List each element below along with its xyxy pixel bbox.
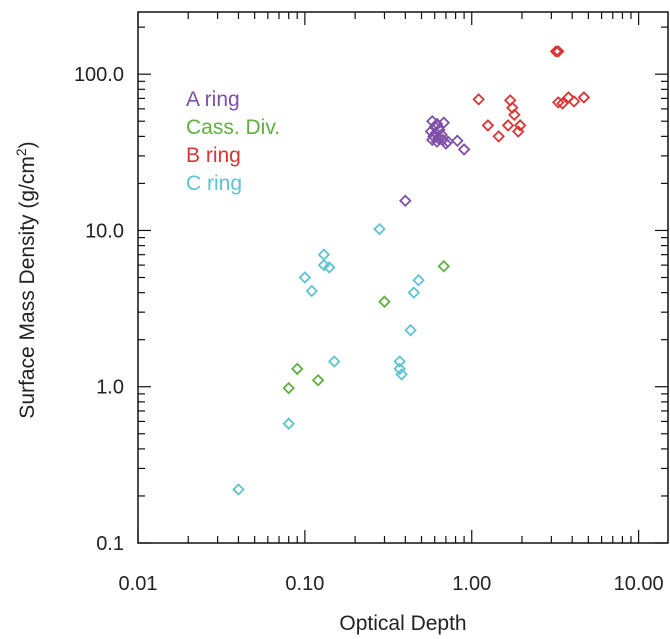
- data-point: [282, 417, 295, 430]
- legend-entry: C ring: [186, 172, 242, 195]
- data-point: [407, 286, 421, 299]
- series-c-ring: [232, 222, 425, 496]
- data-point: [577, 91, 591, 104]
- data-point: [317, 248, 331, 261]
- y-tick-label: 100.0: [74, 64, 124, 86]
- data-point: [457, 143, 471, 156]
- data-point: [492, 130, 505, 143]
- series-b-ring: [472, 45, 591, 143]
- data-point: [451, 134, 464, 148]
- data-points: [232, 45, 591, 496]
- data-point: [437, 116, 451, 129]
- axis-tick-labels: 0.01 0.10 1.00 10.00 0.1 1.0 10.0 100.0: [74, 64, 664, 595]
- data-point: [430, 135, 444, 148]
- data-point: [501, 119, 515, 132]
- data-point: [562, 91, 575, 104]
- data-point: [556, 97, 569, 110]
- series-cass-div: [282, 259, 451, 395]
- data-point: [481, 119, 495, 132]
- y-tick-label: 1.0: [96, 377, 124, 399]
- data-point: [404, 323, 417, 337]
- data-point: [567, 95, 581, 108]
- data-point: [551, 96, 565, 109]
- data-point: [393, 355, 406, 368]
- y-tick-label: 10.0: [85, 220, 124, 242]
- legend: A ring Cass. Div. B ring C ring: [186, 88, 280, 195]
- y-axis-title-suffix: ): [16, 141, 39, 148]
- x-tick-label: 0.01: [119, 573, 158, 595]
- y-axis-title-superscript: 2: [13, 148, 29, 156]
- data-point: [298, 271, 312, 284]
- legend-entry: Cass. Div.: [186, 116, 280, 139]
- data-point: [322, 261, 336, 274]
- legend-entry: B ring: [186, 144, 241, 167]
- x-tick-label: 10.00: [614, 573, 664, 595]
- data-point: [549, 45, 563, 58]
- data-point: [378, 295, 391, 308]
- data-point: [305, 284, 319, 298]
- data-point: [395, 368, 408, 381]
- data-point: [508, 108, 521, 122]
- series-a-ring: [399, 114, 471, 207]
- data-point: [513, 119, 527, 132]
- data-point: [412, 273, 425, 287]
- data-point: [551, 45, 565, 58]
- legend-entry: A ring: [186, 88, 240, 111]
- data-point: [393, 362, 406, 376]
- data-point: [290, 362, 304, 376]
- x-axis-title: Optical Depth: [339, 612, 466, 635]
- data-point: [399, 194, 412, 207]
- data-point: [373, 222, 386, 236]
- data-point: [437, 259, 451, 273]
- x-tick-label: 0.10: [285, 573, 324, 595]
- x-tick-label: 1.00: [452, 573, 491, 595]
- data-point: [311, 373, 325, 387]
- data-point: [232, 483, 245, 496]
- data-point: [472, 93, 485, 106]
- data-point: [282, 381, 295, 395]
- data-point: [327, 355, 341, 368]
- y-axis-title-main: Surface Mass Density (g/cm: [16, 156, 39, 419]
- axis-ticks: [137, 12, 668, 544]
- data-point: [511, 125, 525, 138]
- y-tick-label: 0.1: [96, 533, 124, 555]
- y-axis-title: Surface Mass Density (g/cm2): [13, 141, 39, 418]
